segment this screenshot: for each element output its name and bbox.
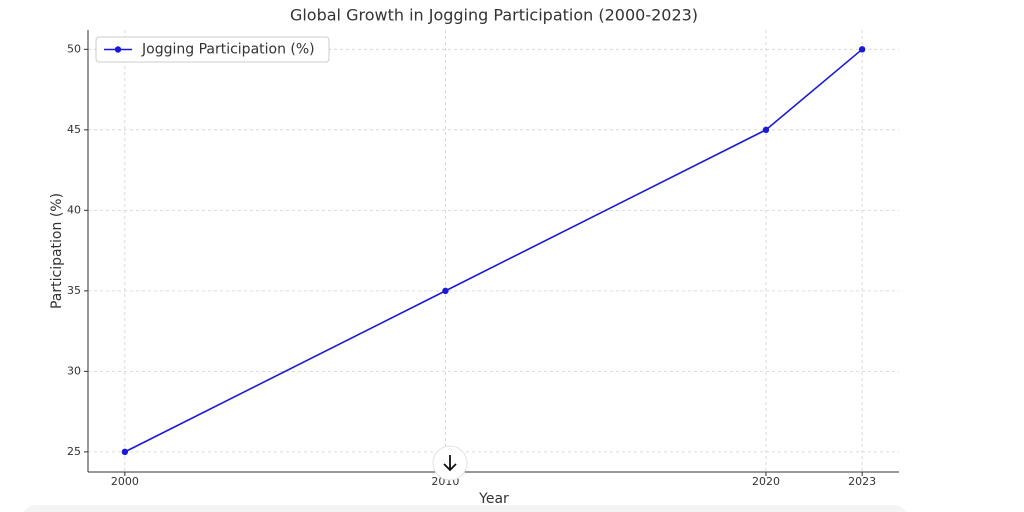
y-tick-label: 40 — [67, 203, 81, 216]
data-point — [442, 287, 449, 295]
legend-marker — [114, 46, 122, 53]
scroll-down-button[interactable] — [432, 445, 468, 481]
data-point — [762, 126, 770, 134]
legend-box — [95, 36, 330, 63]
legend-label: Jogging Participation (%) — [141, 42, 315, 58]
x-tick-label: 2023 — [848, 475, 876, 488]
x-tick-label: 2020 — [752, 475, 780, 488]
y-tick-label: 50 — [67, 42, 81, 55]
data-point — [121, 448, 129, 456]
y-tick-label: 35 — [67, 284, 81, 297]
x-axis-label: Year — [478, 491, 509, 507]
data-line — [124, 48, 863, 453]
x-tick-label: 2000 — [111, 475, 139, 488]
data-point — [858, 46, 866, 53]
chart-title: Global Growth in Jogging Participation (… — [290, 6, 698, 25]
y-tick-label: 45 — [67, 123, 81, 136]
scroll-arrow-icon — [443, 455, 457, 472]
y-tick-label: 30 — [67, 364, 81, 377]
y-axis-label: Participation (%) — [49, 193, 65, 309]
y-tick-label: 25 — [67, 445, 81, 458]
message-input[interactable] — [22, 505, 908, 512]
